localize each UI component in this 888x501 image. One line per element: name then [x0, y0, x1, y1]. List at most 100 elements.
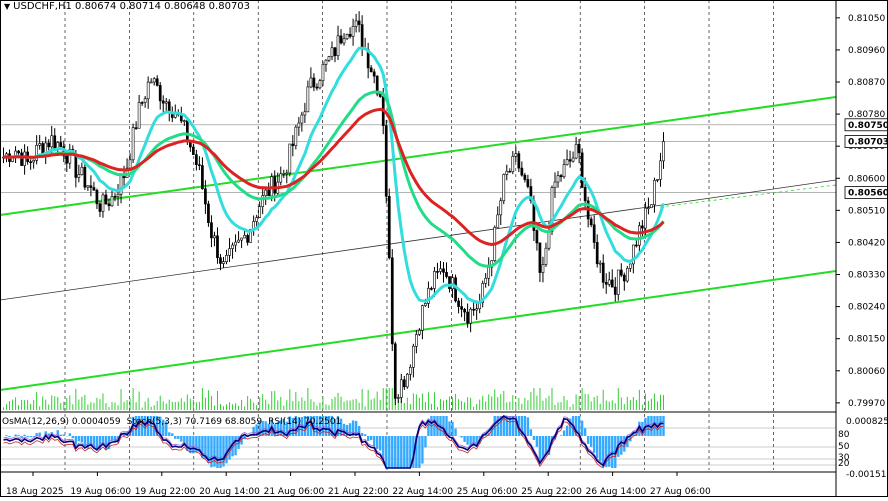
- candle-body: [424, 303, 427, 306]
- channel-line: [0, 270, 837, 391]
- candle-body: [454, 277, 457, 302]
- time-tick-label: 21 Aug 22:00: [328, 487, 389, 497]
- price-badge: [844, 135, 888, 148]
- candle-body: [544, 247, 548, 265]
- candle-body: [146, 81, 150, 100]
- time-tick-label: 22 Aug 14:00: [392, 487, 453, 497]
- price-tick-label: 0.80600: [848, 174, 885, 184]
- candle-body: [622, 274, 626, 282]
- channel-line: [0, 179, 837, 301]
- candle-body: [580, 152, 584, 188]
- time-tick-label: 19 Aug 06:00: [70, 487, 131, 497]
- candle-body: [574, 143, 578, 159]
- candle-body: [656, 179, 659, 181]
- candle-body: [372, 71, 376, 77]
- candle-body: [583, 187, 587, 202]
- candle-body: [86, 185, 90, 188]
- candle-body: [598, 262, 602, 265]
- candle-body: [604, 282, 608, 285]
- candle-body: [375, 75, 379, 95]
- candle-body: [390, 257, 394, 345]
- candle-body: [80, 166, 84, 175]
- candle-body: [589, 218, 593, 226]
- candle-body: [101, 194, 105, 212]
- candle-body: [32, 160, 35, 163]
- time-tick-label: 19 Aug 22:00: [135, 487, 196, 497]
- candle-body: [285, 172, 289, 175]
- candle-body: [415, 334, 418, 347]
- dropdown-triangle-icon[interactable]: ▼: [4, 2, 11, 11]
- price-tick-label: 0.80960: [848, 46, 885, 56]
- ema-slow-line: [3, 107, 665, 247]
- candle-body: [201, 165, 204, 190]
- stoch-label: Stoch(5,3,3) 70.7169 68.8059: [126, 417, 263, 427]
- candle-body: [198, 164, 201, 166]
- candle-body: [131, 127, 135, 161]
- candle-body: [517, 153, 521, 169]
- candle-body: [378, 93, 382, 97]
- candle-body: [50, 135, 54, 148]
- candle-body: [222, 261, 225, 264]
- candle-body: [92, 187, 96, 191]
- candle-body: [288, 143, 292, 174]
- candle-body: [342, 38, 346, 44]
- close-value: 0.80703: [208, 1, 251, 12]
- candle-body: [421, 305, 424, 331]
- candle-body: [149, 81, 153, 84]
- sub-level-label: 80: [838, 430, 850, 440]
- candle-body: [514, 153, 518, 157]
- candle-body: [607, 279, 611, 285]
- candle-body: [264, 189, 268, 196]
- candle-body: [625, 268, 629, 282]
- candle-body: [225, 255, 228, 262]
- candle-body: [360, 24, 364, 49]
- price-tick-label: 0.81050: [848, 14, 885, 24]
- price-tick-label: 0.80330: [848, 271, 885, 281]
- candle-body: [616, 269, 620, 295]
- candle-body: [155, 78, 159, 86]
- candle-body: [396, 397, 400, 399]
- candle-body: [140, 102, 144, 104]
- candle-body: [399, 379, 403, 398]
- candle-body: [330, 47, 334, 57]
- candle-body: [300, 114, 304, 124]
- candle-body: [354, 20, 358, 27]
- candle-body: [387, 195, 391, 259]
- rsi-label: RSI(14) 70.2501: [268, 417, 342, 427]
- candle-body: [68, 149, 72, 164]
- candle-body: [258, 206, 262, 218]
- candle-body: [38, 143, 42, 146]
- sub-level-label: 50: [838, 442, 850, 452]
- candle-body: [408, 367, 412, 375]
- candle-body: [261, 195, 265, 207]
- candle-body: [134, 127, 138, 129]
- price-badge-label: 0.80750: [848, 121, 888, 131]
- vertical-grid: [64, 0, 774, 470]
- price-tick-label: 0.79970: [848, 399, 885, 409]
- trend-channels: [0, 96, 837, 391]
- rsi-line: [3, 415, 664, 469]
- candle-body: [499, 200, 503, 216]
- candle-body: [216, 235, 219, 258]
- candle-body: [35, 144, 39, 161]
- candle-body: [632, 244, 635, 265]
- candle-body: [430, 288, 433, 290]
- candle-body: [137, 102, 141, 129]
- candle-body: [638, 225, 641, 246]
- candle-body: [427, 288, 430, 304]
- candle-body: [577, 143, 581, 154]
- candle-body: [333, 47, 337, 57]
- candle-body: [505, 170, 509, 175]
- candle-body: [113, 196, 117, 198]
- candle-body: [192, 146, 195, 155]
- candle-body: [523, 174, 527, 180]
- candle-body: [466, 311, 469, 324]
- candle-body: [315, 86, 319, 89]
- candle-body: [511, 156, 515, 172]
- candle-body: [592, 224, 596, 243]
- candle-body: [619, 269, 623, 276]
- candle-body: [556, 175, 560, 183]
- symbol-header: ▼ USDCHF,H1 0.80674 0.80714 0.80648 0.807…: [4, 1, 250, 12]
